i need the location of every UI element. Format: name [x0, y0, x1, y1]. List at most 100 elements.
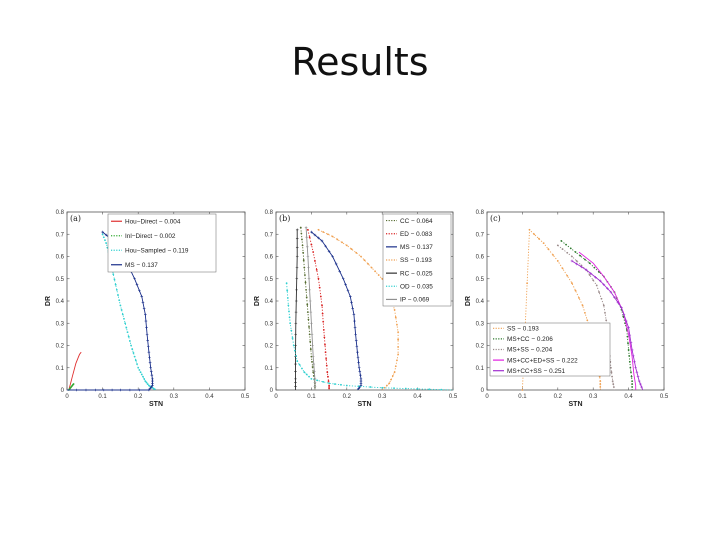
data-point	[151, 384, 154, 387]
data-point	[148, 387, 152, 390]
data-point	[313, 233, 317, 237]
data-point	[145, 381, 148, 384]
data-point	[639, 382, 642, 386]
data-point	[295, 255, 299, 258]
data-point	[349, 295, 352, 298]
data-point	[356, 356, 360, 359]
data-point	[287, 304, 290, 307]
data-point	[295, 277, 299, 281]
y-tick-label: 0.2	[476, 344, 485, 350]
data-point	[309, 348, 312, 351]
data-point	[630, 348, 634, 352]
series-line	[300, 227, 316, 390]
data-point	[397, 331, 400, 334]
data-point	[334, 383, 336, 385]
data-point	[143, 377, 146, 380]
data-point	[311, 355, 315, 358]
data-point	[144, 380, 147, 382]
data-point	[416, 387, 419, 390]
data-point	[592, 279, 595, 282]
data-point	[359, 373, 362, 377]
legend-entry: MS+CC+ED+SS − 0.222	[507, 357, 578, 364]
data-point	[149, 366, 152, 370]
data-point	[304, 274, 306, 276]
data-point	[133, 277, 136, 281]
data-point	[294, 344, 297, 347]
data-point	[75, 388, 78, 392]
data-point	[295, 237, 299, 240]
panel-label: (b)	[279, 214, 290, 223]
data-point	[356, 350, 359, 354]
data-point	[119, 388, 122, 392]
y-tick-label: 0.5	[265, 277, 274, 283]
data-point	[620, 306, 623, 309]
data-point	[569, 247, 572, 250]
data-point	[293, 349, 296, 352]
x-axis-label: STN	[569, 401, 583, 408]
data-point	[134, 359, 137, 362]
y-tick-label: 0.7	[476, 232, 485, 238]
data-point	[575, 260, 578, 262]
data-point	[359, 382, 363, 385]
y-tick-label: 0.3	[56, 321, 65, 327]
data-point	[142, 375, 144, 378]
data-point	[295, 354, 297, 357]
data-point	[151, 379, 154, 383]
data-point	[307, 266, 310, 269]
data-point	[305, 235, 308, 239]
data-point	[588, 274, 591, 276]
data-point	[301, 244, 304, 247]
data-point	[138, 289, 141, 292]
data-point	[561, 248, 564, 250]
data-point	[132, 352, 135, 354]
panel-a: 0 0.1 0.2 0.3 0.4 0.5 0 0.1 0.2 0.3 0.4 0.5 0.6 0.7 0.…	[45, 210, 250, 408]
data-point	[570, 259, 574, 263]
data-point	[305, 288, 307, 291]
data-point	[136, 363, 138, 365]
data-point	[338, 270, 342, 273]
data-point	[127, 335, 130, 338]
data-point	[370, 266, 373, 269]
data-point	[556, 260, 559, 262]
data-point	[307, 277, 311, 281]
x-tick-label: 0.5	[241, 394, 250, 400]
x-tick-label: 0.5	[660, 394, 669, 400]
data-point	[386, 384, 388, 387]
data-point	[328, 384, 330, 387]
data-point	[521, 389, 524, 391]
data-point	[388, 382, 391, 385]
data-point	[311, 344, 314, 347]
data-point	[286, 297, 289, 299]
data-point	[440, 388, 443, 391]
data-point	[141, 301, 145, 304]
y-tick-label: 0.5	[56, 277, 65, 283]
series	[570, 259, 644, 391]
data-point	[146, 383, 149, 385]
data-point	[306, 303, 309, 306]
data-point	[319, 295, 322, 298]
x-tick-label: 0.5	[449, 394, 458, 400]
data-point	[346, 289, 350, 292]
data-point	[350, 301, 353, 304]
data-point	[290, 329, 293, 332]
legend-entry: Hou−Sampled − 0.119	[125, 247, 189, 254]
data-point	[151, 382, 154, 385]
data-point	[334, 262, 338, 266]
data-point	[359, 377, 363, 381]
series	[310, 230, 363, 391]
data-point	[301, 367, 303, 370]
y-tick-label: 0.2	[56, 344, 65, 350]
data-point	[584, 268, 588, 272]
data-point	[289, 322, 292, 325]
data-point	[584, 311, 586, 314]
data-point	[317, 277, 320, 280]
data-point	[312, 251, 315, 253]
y-tick-label: 0.4	[265, 299, 274, 305]
data-point	[322, 380, 325, 383]
data-point	[84, 388, 88, 392]
data-point	[396, 359, 398, 362]
data-point	[354, 339, 358, 342]
y-axis-label: DR	[465, 296, 472, 306]
data-point	[341, 277, 345, 281]
panel-b: 0 0.1 0.2 0.3 0.4 0.5 0 0.1 0.2 0.3 0.4 0.5 0.6 0.7 0.…	[254, 210, 458, 408]
